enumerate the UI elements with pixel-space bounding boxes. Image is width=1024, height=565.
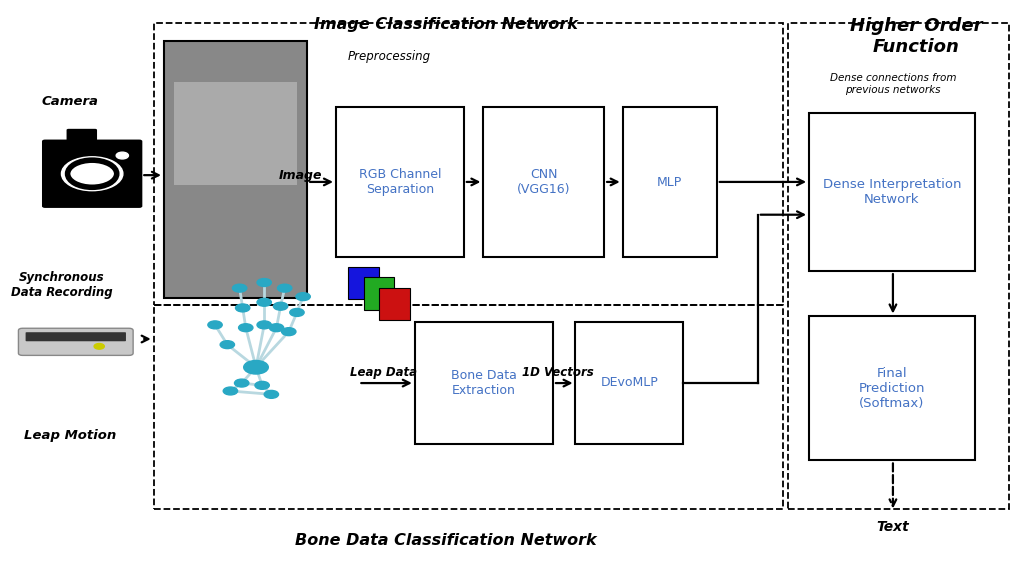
FancyBboxPatch shape [42, 140, 142, 208]
Text: Leap Data: Leap Data [350, 366, 418, 380]
Circle shape [234, 379, 249, 387]
Circle shape [223, 387, 238, 395]
Text: 1D Vectors: 1D Vectors [522, 366, 594, 380]
Text: Final
Prediction
(Softmax): Final Prediction (Softmax) [859, 367, 925, 410]
Circle shape [78, 166, 106, 182]
Text: Bone Data Classification Network: Bone Data Classification Network [295, 533, 596, 548]
Circle shape [257, 298, 271, 306]
Circle shape [208, 321, 222, 329]
Circle shape [220, 341, 234, 349]
Circle shape [232, 284, 247, 292]
Circle shape [255, 381, 269, 389]
FancyBboxPatch shape [415, 322, 553, 444]
Text: DEvoMLP: DEvoMLP [600, 376, 658, 389]
Circle shape [296, 293, 310, 301]
Text: Preprocessing: Preprocessing [347, 50, 431, 63]
Circle shape [239, 324, 253, 332]
FancyBboxPatch shape [809, 113, 975, 271]
Text: Higher Order
Function: Higher Order Function [850, 17, 983, 56]
Text: Image Classification Network: Image Classification Network [313, 17, 578, 32]
FancyBboxPatch shape [575, 322, 683, 444]
Text: Leap Motion: Leap Motion [24, 428, 116, 442]
Circle shape [264, 390, 279, 398]
Circle shape [269, 324, 284, 332]
Text: Dense connections from
previous networks: Dense connections from previous networks [829, 73, 956, 95]
FancyBboxPatch shape [364, 277, 394, 310]
Circle shape [236, 304, 250, 312]
Text: RGB Channel
Separation: RGB Channel Separation [358, 168, 441, 196]
Circle shape [273, 302, 288, 310]
Text: MLP: MLP [657, 176, 682, 189]
Text: Text: Text [877, 520, 909, 533]
Text: Synchronous
Data Recording: Synchronous Data Recording [10, 271, 113, 299]
Text: Bone Data
Extraction: Bone Data Extraction [451, 369, 517, 397]
Circle shape [94, 344, 104, 349]
Circle shape [278, 284, 292, 292]
Text: CNN
(VGG16): CNN (VGG16) [517, 168, 570, 196]
FancyBboxPatch shape [164, 41, 307, 298]
Circle shape [290, 308, 304, 316]
Circle shape [257, 279, 271, 286]
Circle shape [282, 328, 296, 336]
FancyBboxPatch shape [26, 332, 126, 341]
FancyBboxPatch shape [483, 107, 604, 257]
Circle shape [257, 321, 271, 329]
FancyBboxPatch shape [18, 328, 133, 355]
FancyBboxPatch shape [67, 129, 97, 145]
Text: Camera: Camera [41, 95, 98, 108]
FancyBboxPatch shape [809, 316, 975, 460]
FancyBboxPatch shape [379, 288, 410, 320]
Circle shape [116, 152, 128, 159]
Text: Image: Image [280, 168, 323, 182]
Circle shape [244, 360, 268, 374]
FancyBboxPatch shape [623, 107, 717, 257]
Text: Dense Interpretation
Network: Dense Interpretation Network [822, 178, 962, 206]
FancyBboxPatch shape [174, 82, 297, 185]
FancyBboxPatch shape [336, 107, 464, 257]
FancyBboxPatch shape [348, 267, 379, 299]
Circle shape [61, 157, 123, 191]
